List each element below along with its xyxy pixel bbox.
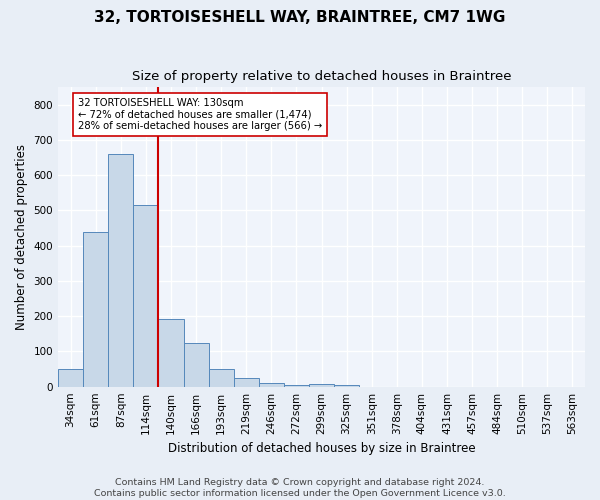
Text: Contains HM Land Registry data © Crown copyright and database right 2024.
Contai: Contains HM Land Registry data © Crown c… <box>94 478 506 498</box>
Title: Size of property relative to detached houses in Braintree: Size of property relative to detached ho… <box>132 70 511 83</box>
Bar <box>284 385 309 386</box>
Bar <box>158 319 184 386</box>
Bar <box>108 154 133 386</box>
Bar <box>233 378 259 386</box>
Bar <box>58 369 83 386</box>
Bar <box>184 342 209 386</box>
Text: 32 TORTOISESHELL WAY: 130sqm
← 72% of detached houses are smaller (1,474)
28% of: 32 TORTOISESHELL WAY: 130sqm ← 72% of de… <box>78 98 322 130</box>
X-axis label: Distribution of detached houses by size in Braintree: Distribution of detached houses by size … <box>168 442 475 455</box>
Bar <box>309 384 334 386</box>
Bar <box>259 383 284 386</box>
Bar <box>334 385 359 386</box>
Bar <box>83 232 108 386</box>
Text: 32, TORTOISESHELL WAY, BRAINTREE, CM7 1WG: 32, TORTOISESHELL WAY, BRAINTREE, CM7 1W… <box>94 10 506 25</box>
Bar <box>133 205 158 386</box>
Bar <box>209 369 233 386</box>
Y-axis label: Number of detached properties: Number of detached properties <box>15 144 28 330</box>
